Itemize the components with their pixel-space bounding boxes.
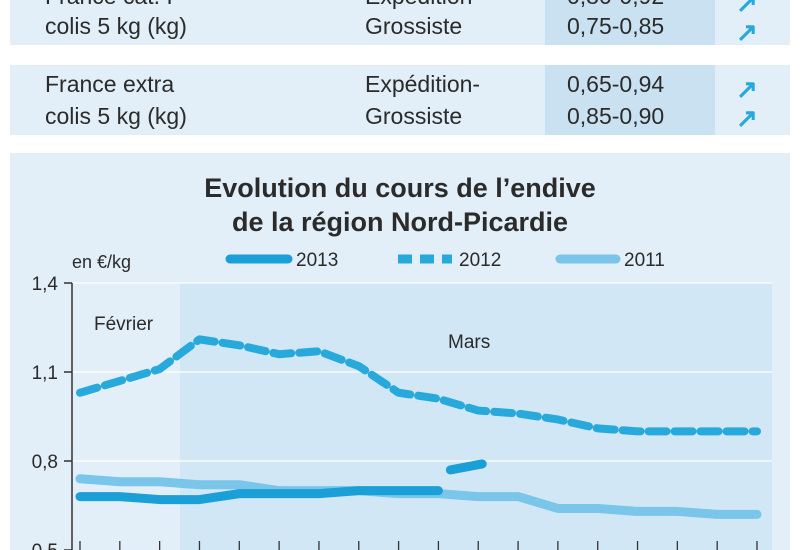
- data-point-2012: [159, 368, 161, 370]
- series-line-2013: [75, 486, 443, 505]
- data-point-2011: [597, 507, 599, 509]
- price-line-1: 0,80-0,92: [567, 0, 664, 12]
- price-table: France cat. I colis 5 kg (kg) Expédition…: [10, 0, 790, 135]
- price-cell: 0,80-0,92 0,75-0,85: [545, 0, 715, 45]
- data-point-2011: [477, 496, 479, 498]
- chart-title-line-2: de la région Nord-Picardie: [231, 207, 569, 237]
- stage-line-2: Grossiste: [365, 103, 463, 129]
- arrow-up-right-icon: ↗: [736, 17, 758, 47]
- y-tick-label: 1,1: [32, 363, 58, 384]
- y-axis-label: en €/kg: [72, 252, 131, 272]
- stage-line-1: Expédition-: [365, 0, 480, 12]
- product-line-2: colis 5 kg (kg): [45, 13, 187, 39]
- data-point-2011: [517, 496, 519, 498]
- legend-label-2012: 2012: [459, 250, 501, 271]
- data-point-2011: [198, 484, 200, 486]
- data-point-2012: [756, 430, 758, 432]
- stage-line-2: Grossiste: [365, 13, 463, 39]
- data-point-2011: [756, 513, 758, 515]
- data-point-2011: [159, 481, 161, 483]
- price-line-2: 0,85-0,90: [567, 103, 665, 129]
- data-point-2013: [79, 496, 81, 498]
- data-point-2012: [437, 398, 439, 400]
- data-point-2013: [358, 490, 360, 492]
- data-point-2011: [676, 510, 678, 512]
- data-point-2012: [477, 410, 479, 412]
- data-point-2012: [198, 338, 200, 340]
- chart-title-line-1: Evolution du cours de l’endive: [204, 173, 596, 203]
- series-line-2012: [76, 335, 761, 436]
- legend-label-2013: 2013: [296, 250, 338, 271]
- data-point-2012: [716, 430, 718, 432]
- data-point-2012: [557, 418, 559, 420]
- data-point-2012: [637, 430, 639, 432]
- data-point-2012: [517, 413, 519, 415]
- chart-title: Evolution du cours de l’endive de la rég…: [10, 171, 790, 239]
- price-cell: 0,65-0,94 0,85-0,90: [545, 65, 715, 135]
- legend: 2013 2012 2011: [225, 250, 665, 271]
- arrow-up-right-icon: ↗: [736, 0, 758, 18]
- data-point-2011: [238, 484, 240, 486]
- product-line-1: France extra: [45, 71, 175, 97]
- product-line-1: France cat. I: [45, 0, 173, 12]
- legend-label-2011: 2011: [624, 250, 665, 271]
- table-row: France cat. I colis 5 kg (kg) Expédition…: [10, 0, 790, 45]
- data-point-2011: [716, 513, 718, 515]
- data-point-2012: [79, 392, 81, 394]
- data-point-2012: [597, 427, 599, 429]
- data-point-2012: [676, 430, 678, 432]
- data-point-2013: [437, 490, 439, 492]
- data-point-2013: [238, 493, 240, 495]
- data-point-2011: [119, 481, 121, 483]
- period-label-march: Mars: [448, 332, 490, 353]
- price-line-1: 0,65-0,94: [567, 71, 665, 97]
- data-point-2012: [238, 344, 240, 346]
- data-point-2011: [79, 478, 81, 480]
- table-row: France extra colis 5 kg (kg) Expédition-…: [10, 65, 790, 135]
- series-segment-2013: [445, 459, 487, 475]
- y-tick-label: 1,4: [32, 274, 59, 295]
- product-line-2: colis 5 kg (kg): [45, 103, 187, 129]
- y-tick-label: 0,8: [32, 452, 58, 473]
- data-point-2011: [637, 510, 639, 512]
- data-point-2013: [318, 493, 320, 495]
- data-point-2012: [278, 353, 280, 355]
- data-point-2012: [398, 392, 400, 394]
- data-point-2013: [159, 499, 161, 501]
- data-point-2011: [557, 507, 559, 509]
- data-point-2013: [398, 490, 400, 492]
- y-tick-label: 0,5: [32, 541, 58, 550]
- data-point-2012: [318, 350, 320, 352]
- data-point-2013: [198, 499, 200, 501]
- price-line-2: 0,75-0,85: [567, 13, 665, 39]
- march-shading: [180, 283, 772, 550]
- grid: [72, 282, 772, 550]
- arrow-up-right-icon: ↗: [736, 103, 758, 133]
- data-point-2013: [119, 496, 121, 498]
- period-label-february: Février: [94, 314, 154, 335]
- arrow-up-right-icon: ↗: [736, 74, 758, 104]
- data-point-2013: [278, 493, 280, 495]
- data-point-2012: [119, 380, 121, 382]
- data-point-2012: [358, 365, 360, 367]
- stage-line-1: Expédition-: [365, 71, 481, 97]
